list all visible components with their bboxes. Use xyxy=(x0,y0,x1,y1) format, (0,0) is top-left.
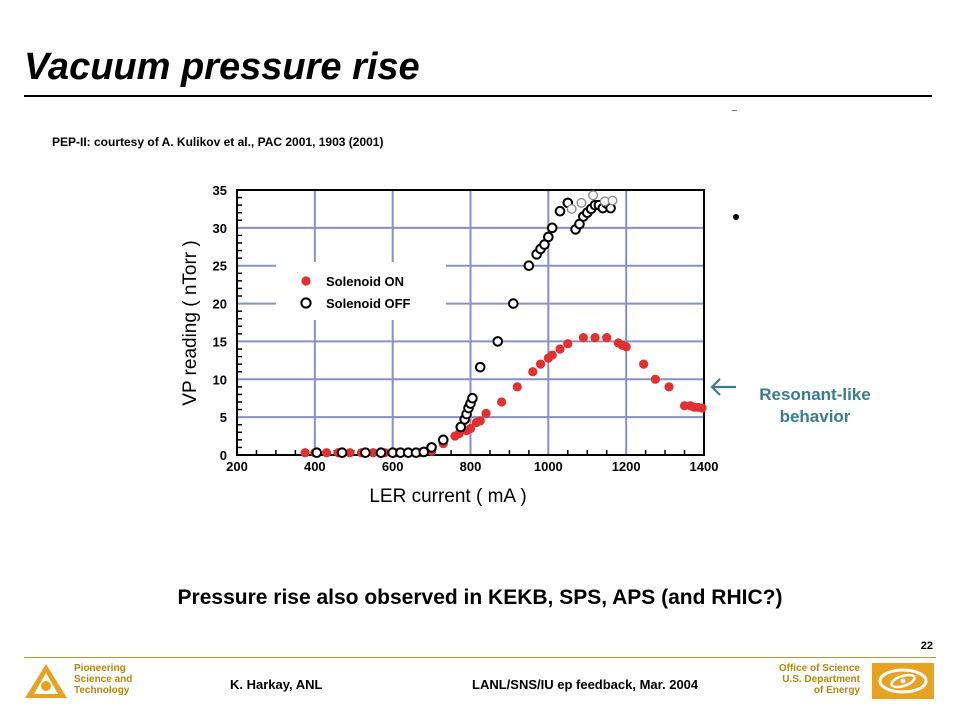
data-point-solenoid-off xyxy=(311,447,323,459)
data-point-solenoid-off xyxy=(523,260,535,272)
data-point-solenoid-off xyxy=(508,298,519,309)
y-tick-label: 25 xyxy=(213,259,227,274)
data-point-solenoid-on xyxy=(481,408,491,418)
data-point-solenoid-on xyxy=(639,359,649,369)
org-line-1: Pioneering xyxy=(74,663,126,674)
office-line-1: Office of Science xyxy=(778,663,860,674)
legend-on-label: Solenoid ON xyxy=(326,274,404,289)
data-point-solenoid-on xyxy=(621,342,631,352)
data-point-solenoid-on xyxy=(547,350,557,360)
data-point-solenoid-on xyxy=(555,344,565,354)
plot-frame xyxy=(236,189,705,456)
citation: PEP-II: courtesy of A. Kulikov et al., P… xyxy=(52,135,384,149)
y-tick-label: 20 xyxy=(213,297,227,312)
x-axis-label: LER current ( mA ) xyxy=(369,486,526,507)
data-point-solenoid-on xyxy=(512,382,522,392)
footnote: Pressure rise also observed in KEKB, SPS… xyxy=(177,586,783,609)
data-point-solenoid-on xyxy=(368,448,378,458)
y-tick-label: 35 xyxy=(213,183,227,198)
data-point-solenoid-on xyxy=(664,382,674,392)
dash-mark xyxy=(732,110,737,111)
x-tick-label: 1400 xyxy=(690,459,719,474)
data-point-solenoid-on xyxy=(697,403,707,413)
data-point-solenoid-on xyxy=(563,339,573,349)
data-point-solenoid-off xyxy=(375,447,387,459)
annotation: Resonant-like behavior xyxy=(740,384,890,428)
data-point-solenoid-off xyxy=(467,392,478,404)
data-point-solenoid-off xyxy=(336,447,348,459)
x-tick-label: 800 xyxy=(460,459,482,474)
data-point-solenoid-off-light xyxy=(588,190,599,201)
data-point-solenoid-off xyxy=(426,442,437,453)
data-point-solenoid-off xyxy=(543,231,554,243)
data-point-solenoid-on xyxy=(578,333,588,343)
data-point-solenoid-off-light xyxy=(576,197,587,208)
page-number: 22 xyxy=(920,640,933,652)
legend-off-label: Solenoid OFF xyxy=(326,296,411,311)
office-line-3: of Energy xyxy=(813,685,860,696)
legend: Solenoid ON Solenoid OFF xyxy=(276,262,446,320)
x-tick-label: 400 xyxy=(304,459,326,474)
footer-author: K. Harkay, ANL xyxy=(230,677,323,692)
data-point-solenoid-on xyxy=(300,448,310,458)
data-point-solenoid-off-light xyxy=(566,203,577,214)
y-tick-label: 10 xyxy=(213,372,227,387)
office-line-2: U.S. Department xyxy=(782,674,860,685)
data-point-solenoid-on xyxy=(590,333,600,343)
data-point-solenoid-on xyxy=(345,448,355,458)
org-line-2: Science and xyxy=(74,674,133,685)
data-points xyxy=(300,190,707,459)
y-tick-label: 5 xyxy=(220,410,227,425)
data-point-solenoid-on xyxy=(465,423,476,434)
doe-logo-icon xyxy=(872,663,934,699)
data-point-solenoid-on xyxy=(475,416,485,426)
data-point-solenoid-off xyxy=(418,446,430,458)
data-point-solenoid-off xyxy=(546,222,558,234)
y-tick-label: 30 xyxy=(213,221,227,236)
bullet-dot xyxy=(733,214,739,220)
data-point-solenoid-on xyxy=(650,374,660,384)
data-point-solenoid-on xyxy=(535,359,546,369)
footer-organization: Pioneering Science and Technology xyxy=(74,663,132,696)
left-arrow-icon xyxy=(710,378,736,396)
slide-title: Vacuum pressure rise xyxy=(24,46,420,88)
argonne-logo-icon xyxy=(25,664,67,698)
x-tick-label: 600 xyxy=(382,459,404,474)
data-point-solenoid-off xyxy=(360,447,371,459)
data-point-solenoid-on xyxy=(602,333,612,343)
legend-off-marker xyxy=(300,297,312,309)
x-tick-label: 200 xyxy=(226,459,248,474)
data-point-solenoid-off xyxy=(474,361,486,373)
annotation-line-1: Resonant-like xyxy=(759,385,871,404)
data-point-solenoid-off-light xyxy=(607,195,618,206)
footer-rule xyxy=(24,657,936,658)
y-tick-label: 15 xyxy=(213,334,227,349)
footer-office: Office of Science U.S. Department of Ene… xyxy=(779,663,860,696)
data-point-solenoid-off xyxy=(492,336,504,347)
annotation-line-2: behavior xyxy=(779,407,851,426)
title-rule xyxy=(24,95,932,97)
y-tick-label: 0 xyxy=(220,448,227,463)
y-axis-label: VP reading ( nTorr ) xyxy=(180,240,201,405)
data-point-solenoid-on xyxy=(497,397,507,407)
data-point-solenoid-off xyxy=(554,205,566,217)
legend-on-marker xyxy=(301,276,311,286)
footer-event: LANL/SNS/IU ep feedback, Mar. 2004 xyxy=(472,677,699,692)
data-point-solenoid-on xyxy=(528,367,538,377)
org-line-3: Technology xyxy=(74,685,130,696)
data-point-solenoid-on xyxy=(321,448,332,458)
x-tick-label: 1000 xyxy=(534,459,563,474)
data-point-solenoid-off xyxy=(437,434,449,446)
x-tick-label: 1200 xyxy=(612,459,641,474)
legend-background xyxy=(276,262,446,320)
